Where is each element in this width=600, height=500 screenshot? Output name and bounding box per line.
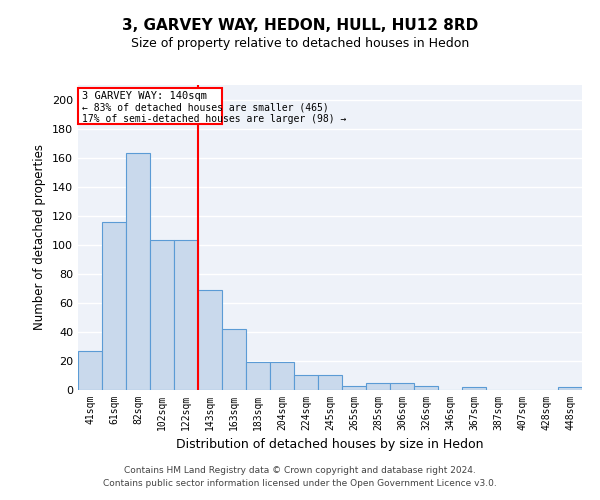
Text: 3 GARVEY WAY: 140sqm: 3 GARVEY WAY: 140sqm [82, 91, 206, 101]
Text: 3, GARVEY WAY, HEDON, HULL, HU12 8RD: 3, GARVEY WAY, HEDON, HULL, HU12 8RD [122, 18, 478, 32]
Text: Size of property relative to detached houses in Hedon: Size of property relative to detached ho… [131, 38, 469, 51]
Bar [270, 362, 294, 390]
X-axis label: Distribution of detached houses by size in Hedon: Distribution of detached houses by size … [176, 438, 484, 452]
Bar [126, 154, 150, 390]
FancyBboxPatch shape [78, 88, 222, 124]
Bar [414, 386, 438, 390]
Bar [174, 240, 198, 390]
Bar [366, 382, 390, 390]
Text: ← 83% of detached houses are smaller (465): ← 83% of detached houses are smaller (46… [82, 102, 328, 113]
Bar [558, 387, 582, 390]
Bar [198, 290, 222, 390]
Bar [390, 382, 414, 390]
Bar [102, 222, 126, 390]
Bar [222, 329, 246, 390]
Bar [462, 387, 486, 390]
Bar [246, 362, 270, 390]
Bar [342, 386, 366, 390]
Text: 17% of semi-detached houses are larger (98) →: 17% of semi-detached houses are larger (… [82, 114, 346, 124]
Text: Contains HM Land Registry data © Crown copyright and database right 2024.
Contai: Contains HM Land Registry data © Crown c… [103, 466, 497, 487]
Y-axis label: Number of detached properties: Number of detached properties [34, 144, 46, 330]
Bar [150, 240, 174, 390]
Bar [318, 376, 342, 390]
Bar [294, 376, 318, 390]
Bar [78, 351, 102, 390]
